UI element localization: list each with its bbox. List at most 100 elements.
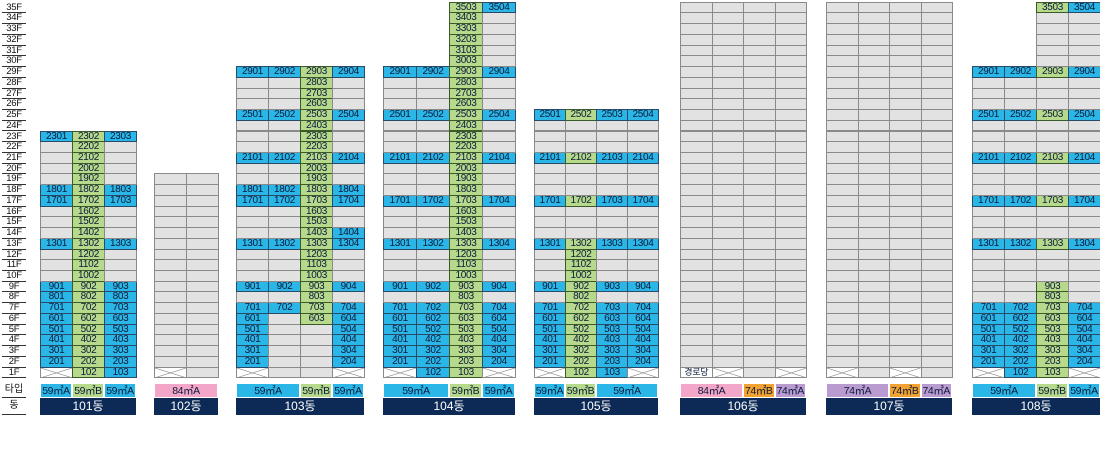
unit-cell[interactable]: 701 xyxy=(40,302,73,314)
unit-cell[interactable]: 3403 xyxy=(449,12,483,25)
unit-cell[interactable]: 1302 xyxy=(565,237,597,250)
unit-cell[interactable]: 2101 xyxy=(383,151,417,164)
unit-cell[interactable]: 904 xyxy=(482,280,516,293)
unit-cell[interactable]: 2003 xyxy=(449,162,483,175)
unit-cell[interactable]: 303 xyxy=(104,345,137,357)
unit-cell[interactable]: 3504 xyxy=(1068,1,1100,14)
unit-cell[interactable]: 1701 xyxy=(383,194,417,207)
unit-cell[interactable]: 404 xyxy=(627,334,659,347)
unit-cell[interactable]: 403 xyxy=(596,334,628,347)
unit-cell[interactable]: 2102 xyxy=(565,151,597,164)
unit-cell[interactable]: 604 xyxy=(332,312,365,325)
unit-cell[interactable]: 1403 xyxy=(449,227,483,239)
unit-cell[interactable]: 2303 xyxy=(300,130,333,143)
unit-cell[interactable]: 704 xyxy=(627,302,659,314)
unit-cell[interactable]: 701 xyxy=(383,302,417,314)
unit-cell[interactable]: 302 xyxy=(565,345,597,357)
unit-cell[interactable]: 2904 xyxy=(332,66,365,78)
unit-cell[interactable]: 701 xyxy=(534,302,566,314)
unit-cell[interactable]: 201 xyxy=(972,355,1005,368)
unit-cell[interactable]: 902 xyxy=(72,280,105,293)
unit-cell[interactable]: 2501 xyxy=(236,109,269,121)
unit-cell[interactable]: 1702 xyxy=(268,194,301,207)
unit-cell[interactable]: 702 xyxy=(72,302,105,314)
unit-cell[interactable]: 1302 xyxy=(268,237,301,250)
unit-cell[interactable]: 704 xyxy=(1068,302,1100,314)
unit-cell[interactable]: 1801 xyxy=(40,184,73,196)
unit-cell[interactable]: 2901 xyxy=(383,66,417,78)
unit-cell[interactable]: 2003 xyxy=(300,162,333,175)
unit-cell[interactable]: 404 xyxy=(332,334,365,347)
unit-cell[interactable]: 201 xyxy=(236,355,269,368)
unit-cell[interactable]: 2103 xyxy=(1036,151,1069,164)
unit-cell[interactable]: 702 xyxy=(565,302,597,314)
unit-cell[interactable]: 2503 xyxy=(1036,109,1069,121)
unit-cell[interactable]: 1301 xyxy=(534,237,566,250)
unit-cell[interactable]: 1303 xyxy=(104,237,137,250)
unit-cell[interactable]: 103 xyxy=(1036,366,1069,379)
unit-cell[interactable]: 703 xyxy=(449,302,483,314)
unit-cell[interactable]: 2502 xyxy=(416,109,450,121)
unit-cell[interactable]: 504 xyxy=(482,323,516,336)
unit-cell[interactable]: 2504 xyxy=(627,109,659,121)
unit-cell[interactable]: 3503 xyxy=(1036,1,1069,14)
unit-cell[interactable]: 2104 xyxy=(1068,151,1100,164)
unit-cell[interactable]: 1403 xyxy=(300,227,333,239)
unit-cell[interactable]: 501 xyxy=(972,323,1005,336)
unit-cell[interactable]: 902 xyxy=(565,280,597,293)
unit-cell[interactable]: 903 xyxy=(596,280,628,293)
unit-cell[interactable]: 401 xyxy=(972,334,1005,347)
unit-cell[interactable]: 1702 xyxy=(1004,194,1037,207)
unit-cell[interactable]: 603 xyxy=(449,312,483,325)
unit-cell[interactable]: 1301 xyxy=(383,237,417,250)
unit-cell[interactable]: 2503 xyxy=(596,109,628,121)
unit-cell[interactable]: 3504 xyxy=(482,1,516,14)
unit-cell[interactable]: 604 xyxy=(1068,312,1100,325)
unit-cell[interactable]: 1502 xyxy=(72,216,105,229)
unit-cell[interactable]: 602 xyxy=(1004,312,1037,325)
unit-cell[interactable]: 202 xyxy=(416,355,450,368)
unit-cell[interactable]: 1302 xyxy=(416,237,450,250)
unit-cell[interactable]: 2203 xyxy=(300,141,333,153)
unit-cell[interactable]: 901 xyxy=(40,280,73,293)
unit-cell[interactable]: 401 xyxy=(40,334,73,347)
unit-cell[interactable]: 604 xyxy=(627,312,659,325)
unit-cell[interactable]: 2103 xyxy=(300,151,333,164)
unit-cell[interactable]: 1903 xyxy=(300,173,333,186)
unit-cell[interactable]: 502 xyxy=(72,323,105,336)
unit-cell[interactable]: 501 xyxy=(383,323,417,336)
unit-cell[interactable]: 402 xyxy=(72,334,105,347)
unit-cell[interactable]: 1202 xyxy=(565,248,597,261)
unit-cell[interactable]: 204 xyxy=(332,355,365,368)
unit-cell[interactable]: 2403 xyxy=(300,119,333,132)
unit-cell[interactable]: 1301 xyxy=(40,237,73,250)
unit-cell[interactable]: 501 xyxy=(40,323,73,336)
unit-cell[interactable]: 304 xyxy=(482,345,516,357)
unit-cell[interactable]: 1701 xyxy=(972,194,1005,207)
unit-cell[interactable]: 1304 xyxy=(1068,237,1100,250)
unit-cell[interactable]: 602 xyxy=(416,312,450,325)
unit-cell[interactable]: 2502 xyxy=(268,109,301,121)
unit-cell[interactable]: 603 xyxy=(1036,312,1069,325)
unit-cell[interactable]: 2103 xyxy=(449,151,483,164)
unit-cell[interactable]: 303 xyxy=(596,345,628,357)
unit-cell[interactable]: 1603 xyxy=(300,205,333,218)
unit-cell[interactable]: 2902 xyxy=(1004,66,1037,78)
unit-cell[interactable]: 2904 xyxy=(482,66,516,78)
unit-cell[interactable]: 604 xyxy=(482,312,516,325)
unit-cell[interactable]: 1203 xyxy=(300,248,333,261)
unit-cell[interactable]: 601 xyxy=(40,312,73,325)
unit-cell[interactable]: 2504 xyxy=(332,109,365,121)
unit-cell[interactable]: 802 xyxy=(72,291,105,304)
unit-cell[interactable]: 1301 xyxy=(972,237,1005,250)
unit-cell[interactable]: 1803 xyxy=(449,184,483,196)
unit-cell[interactable]: 803 xyxy=(300,291,333,304)
unit-cell[interactable]: 1704 xyxy=(1068,194,1100,207)
unit-cell[interactable]: 1103 xyxy=(300,259,333,271)
unit-cell[interactable]: 701 xyxy=(236,302,269,314)
unit-cell[interactable]: 401 xyxy=(534,334,566,347)
unit-cell[interactable]: 2002 xyxy=(72,162,105,175)
unit-cell[interactable]: 203 xyxy=(1036,355,1069,368)
unit-cell[interactable]: 904 xyxy=(332,280,365,293)
unit-cell[interactable]: 902 xyxy=(416,280,450,293)
